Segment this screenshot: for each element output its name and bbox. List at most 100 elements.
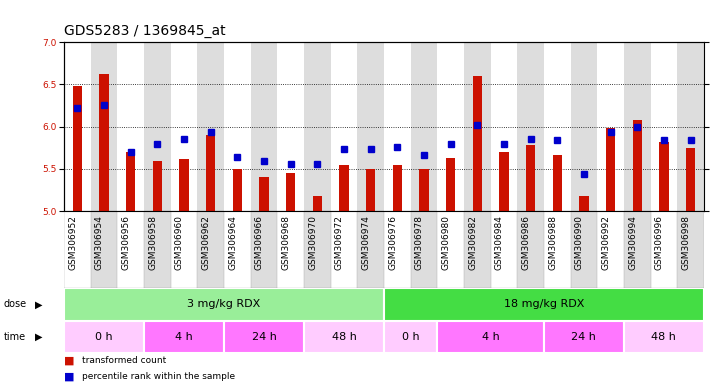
Bar [144,211,171,288]
Bar [579,196,589,211]
Text: GSM306994: GSM306994 [629,215,637,270]
Text: time: time [4,332,26,342]
Text: GSM306970: GSM306970 [309,215,317,270]
Text: GSM306958: GSM306958 [149,215,157,270]
Bar [117,211,144,288]
Bar [491,42,517,211]
Text: GSM306952: GSM306952 [68,215,77,270]
Bar [624,321,704,353]
Bar [411,42,437,211]
Bar [304,42,331,211]
Bar [144,321,224,353]
Bar [224,211,250,288]
Bar [73,86,82,211]
Bar [570,42,597,211]
Text: GSM306956: GSM306956 [122,215,131,270]
Bar [491,211,517,288]
Text: GSM306966: GSM306966 [255,215,264,270]
Text: GSM306992: GSM306992 [602,215,611,270]
Bar [357,42,384,211]
Bar [171,211,197,288]
Bar [624,42,651,211]
Text: GSM306986: GSM306986 [522,215,530,270]
Text: ▶: ▶ [36,299,43,310]
Bar [64,211,90,288]
Bar [339,165,348,211]
Bar [411,211,437,288]
Text: dose: dose [4,299,27,310]
Text: GSM306968: GSM306968 [282,215,291,270]
Bar [384,42,411,211]
Text: GSM306960: GSM306960 [175,215,184,270]
Bar [100,74,109,211]
Text: ▶: ▶ [36,332,43,342]
Bar [206,135,215,211]
Bar [392,165,402,211]
Text: GSM306972: GSM306972 [335,215,344,270]
Bar [331,211,358,288]
Text: GSM306984: GSM306984 [495,215,504,270]
Text: GSM306962: GSM306962 [202,215,210,270]
Bar [366,169,375,211]
Text: GSM306998: GSM306998 [682,215,690,270]
Bar [651,211,677,288]
Text: GSM306982: GSM306982 [469,215,477,270]
Bar [624,211,651,288]
Text: GSM306988: GSM306988 [548,215,557,270]
Text: GSM306980: GSM306980 [442,215,451,270]
Bar [384,321,437,353]
Bar [544,42,570,211]
Text: percentile rank within the sample: percentile rank within the sample [82,372,235,381]
Text: GSM306976: GSM306976 [388,215,397,270]
Bar [304,321,384,353]
Bar [437,321,544,353]
Bar [313,196,322,211]
Text: 0 h: 0 h [402,332,419,342]
Bar [473,76,482,211]
Bar [126,152,135,211]
Bar [179,159,188,211]
Bar [606,128,615,211]
Text: 48 h: 48 h [331,332,356,342]
Bar [277,211,304,288]
Text: 24 h: 24 h [252,332,277,342]
Bar [357,211,384,288]
Text: 24 h: 24 h [572,332,597,342]
Bar [419,169,429,211]
Bar [304,211,331,288]
Bar [90,42,117,211]
Text: 48 h: 48 h [651,332,676,342]
Bar [250,211,277,288]
Text: GSM306954: GSM306954 [95,215,104,270]
Bar [597,211,624,288]
Text: GSM306978: GSM306978 [415,215,424,270]
Bar [277,42,304,211]
Text: GDS5283 / 1369845_at: GDS5283 / 1369845_at [64,25,225,38]
Text: ■: ■ [64,356,75,366]
Bar [517,211,544,288]
Text: GSM306964: GSM306964 [228,215,237,270]
Text: 0 h: 0 h [95,332,113,342]
Bar [224,42,250,211]
Bar [677,42,704,211]
Bar [437,42,464,211]
Bar [153,161,162,211]
Text: GSM306990: GSM306990 [575,215,584,270]
Bar [260,177,269,211]
Bar [171,42,197,211]
Bar [224,321,304,353]
Bar [437,211,464,288]
Bar [384,211,411,288]
Bar [517,42,544,211]
Bar [384,288,704,321]
Bar [651,42,677,211]
Bar [597,42,624,211]
Text: GSM306974: GSM306974 [362,215,370,270]
Bar [552,155,562,211]
Bar [117,42,144,211]
Text: transformed count: transformed count [82,356,166,366]
Bar [64,321,144,353]
Bar [197,42,224,211]
Text: 3 mg/kg RDX: 3 mg/kg RDX [187,299,261,310]
Bar [90,211,117,288]
